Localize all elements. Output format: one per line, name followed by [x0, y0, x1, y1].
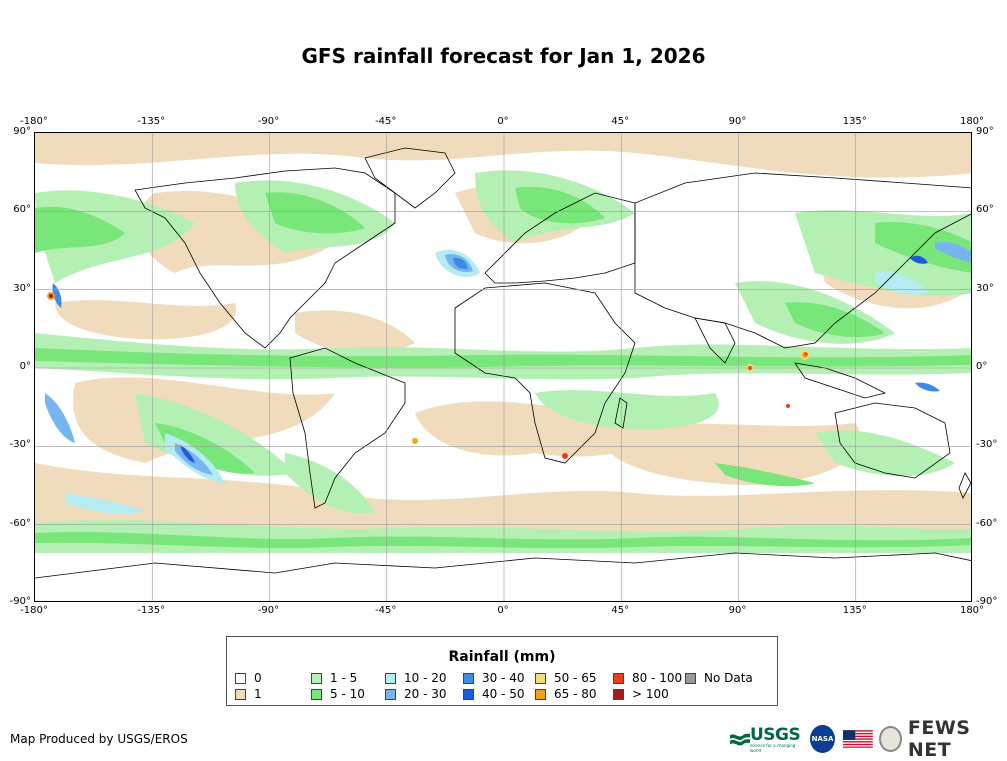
legend-swatch [235, 672, 246, 684]
lat-tick-right: -30° [976, 439, 998, 451]
lon-tick-bottom: -90° [257, 605, 280, 616]
legend-item: 80 - 100 [613, 671, 682, 685]
lon-tick-bottom: 180° [959, 605, 985, 616]
legend-item: 0 [235, 671, 262, 685]
legend-label: 50 - 65 [554, 671, 597, 685]
map-canvas [35, 133, 971, 601]
map-title: GFS rainfall forecast for Jan 1, 2026 [301, 44, 706, 68]
legend-label: 0 [254, 671, 262, 685]
legend-swatch [235, 688, 246, 700]
legend: Rainfall (mm) 0 1 1 - 5 5 - 10 10 - 20 20 - 3… [226, 636, 778, 706]
legend-item: 30 - 40 [463, 671, 525, 685]
legend-item: No Data [685, 671, 753, 685]
lon-tick-bottom: -45° [375, 605, 397, 616]
lon-tick-top: 45° [611, 116, 630, 127]
legend-swatch [385, 672, 396, 684]
lon-tick-top: 0° [497, 116, 509, 127]
legend-swatch [385, 688, 396, 700]
legend-swatch [535, 688, 546, 700]
usgs-wordmark: USGS [749, 725, 801, 745]
legend-item: 5 - 10 [311, 687, 365, 701]
lon-tick-bottom: -180° [20, 605, 48, 616]
legend-item: 50 - 65 [535, 671, 597, 685]
usgs-wave-icon [730, 733, 750, 746]
legend-swatch [311, 688, 322, 700]
rainfall-map[interactable] [34, 132, 972, 602]
legend-swatch [613, 688, 624, 700]
legend-label: 1 - 5 [330, 671, 358, 685]
usgs-tagline: science for a changing world [749, 743, 796, 753]
legend-item: 10 - 20 [385, 671, 447, 685]
state-dept-seal-icon [878, 726, 902, 752]
lat-tick-right: 30° [976, 282, 994, 294]
legend-swatch [613, 672, 624, 684]
legend-swatch [463, 688, 474, 700]
legend-label: 1 [254, 687, 262, 701]
nasa-logo: NASA [810, 725, 835, 753]
legend-label: 65 - 80 [554, 687, 597, 701]
lon-tick-bottom: 45° [611, 605, 630, 616]
us-flag-icon [842, 730, 873, 748]
lon-tick-bottom: -135° [137, 605, 166, 616]
usgs-logo: USGS science for a changing world [730, 725, 802, 753]
lat-tick-right: -60° [976, 517, 998, 529]
lon-tick-bottom: 90° [728, 605, 747, 616]
legend-item: 1 - 5 [311, 671, 357, 685]
legend-title: Rainfall (mm) [448, 649, 556, 665]
lon-tick-top: -180° [20, 116, 48, 127]
lat-tick-left: 60° [13, 204, 31, 216]
lat-tick-left: 90° [13, 126, 31, 137]
lon-tick-top: 90° [728, 116, 747, 127]
fews-net-logo: FEWS NET [907, 717, 971, 761]
lat-tick-left: -30° [9, 439, 31, 451]
legend-swatch [535, 672, 546, 684]
legend-label: No Data [704, 671, 753, 685]
lon-tick-top: 180° [959, 116, 985, 127]
lon-tick-bottom: 135° [842, 605, 867, 616]
lon-tick-top: -90° [257, 116, 280, 127]
legend-label: > 100 [632, 687, 669, 701]
legend-item: 1 [235, 687, 262, 701]
legend-item: 20 - 30 [385, 687, 447, 701]
lon-tick-top: 135° [842, 116, 867, 127]
legend-label: 40 - 50 [482, 687, 525, 701]
lat-tick-right: -90° [976, 596, 998, 607]
legend-swatch [311, 672, 322, 684]
legend-swatch [463, 672, 474, 684]
legend-label: 80 - 100 [632, 671, 683, 685]
legend-item: > 100 [613, 687, 669, 701]
legend-label: 5 - 10 [330, 687, 365, 701]
lat-tick-right: 60° [976, 204, 994, 216]
lon-tick-top: -45° [375, 116, 397, 127]
lon-tick-top: -135° [137, 116, 166, 127]
lat-tick-left: -60° [9, 517, 31, 529]
credit-text: Map Produced by USGS/EROS [10, 732, 188, 746]
legend-item: 40 - 50 [463, 687, 525, 701]
legend-label: 30 - 40 [482, 671, 525, 685]
legend-item: 65 - 80 [535, 687, 597, 701]
rainfall-layer [35, 133, 971, 553]
lon-tick-bottom: 0° [497, 605, 509, 616]
lat-tick-left: 0° [19, 361, 31, 372]
lat-tick-right: 0° [976, 361, 988, 372]
graticule [35, 133, 971, 601]
agency-logos: USGS science for a changing world NASA F… [730, 717, 1007, 761]
lat-tick-right: 90° [976, 126, 994, 137]
legend-swatch [685, 672, 696, 684]
legend-label: 10 - 20 [404, 671, 447, 685]
legend-label: 20 - 30 [404, 687, 447, 701]
lat-tick-left: -90° [9, 596, 31, 607]
lat-tick-left: 30° [13, 282, 31, 294]
